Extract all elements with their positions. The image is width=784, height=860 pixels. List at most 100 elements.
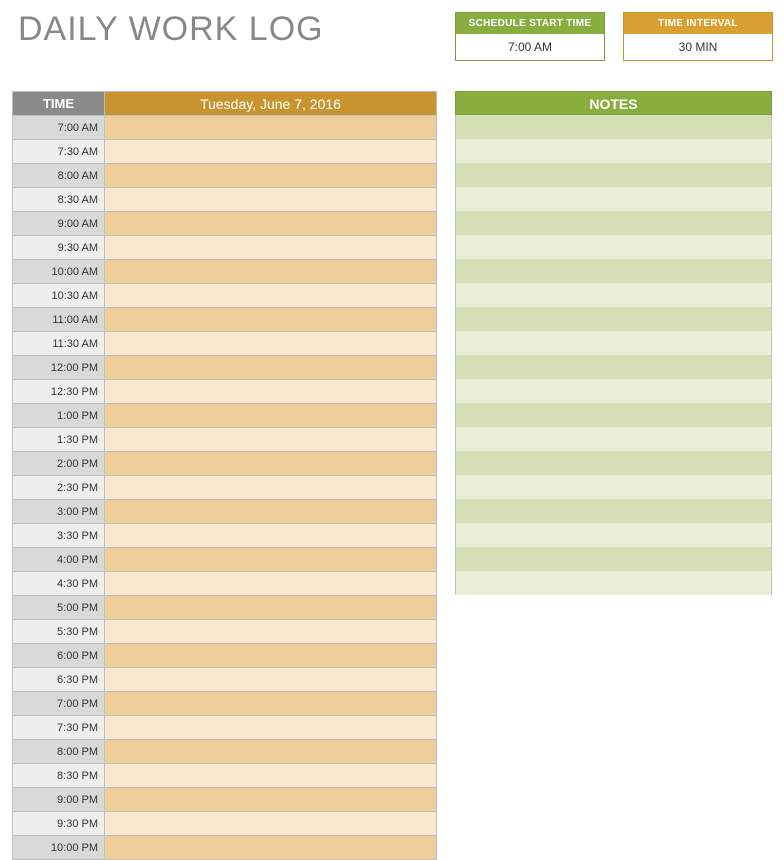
note-row[interactable] [456, 235, 771, 259]
schedule-row: 3:30 PM [13, 524, 437, 548]
time-cell: 8:00 PM [13, 740, 105, 764]
note-row[interactable] [456, 547, 771, 571]
note-row[interactable] [456, 115, 771, 139]
activity-cell[interactable] [105, 140, 437, 164]
note-row[interactable] [456, 307, 771, 331]
activity-cell[interactable] [105, 164, 437, 188]
time-cell: 10:00 PM [13, 836, 105, 860]
note-row[interactable] [456, 331, 771, 355]
activity-cell[interactable] [105, 740, 437, 764]
time-cell: 8:30 PM [13, 764, 105, 788]
activity-cell[interactable] [105, 260, 437, 284]
activity-cell[interactable] [105, 308, 437, 332]
activity-cell[interactable] [105, 188, 437, 212]
note-row[interactable] [456, 499, 771, 523]
activity-cell[interactable] [105, 476, 437, 500]
note-row[interactable] [456, 163, 771, 187]
note-row[interactable] [456, 259, 771, 283]
activity-cell[interactable] [105, 596, 437, 620]
schedule-row: 7:30 AM [13, 140, 437, 164]
note-row[interactable] [456, 355, 771, 379]
schedule-row: 7:00 AM [13, 116, 437, 140]
time-cell: 11:00 AM [13, 308, 105, 332]
activity-cell[interactable] [105, 524, 437, 548]
time-cell: 9:00 PM [13, 788, 105, 812]
time-cell: 2:30 PM [13, 476, 105, 500]
time-column-header: TIME [13, 92, 105, 116]
time-cell: 5:00 PM [13, 596, 105, 620]
time-cell: 5:30 PM [13, 620, 105, 644]
note-row[interactable] [456, 283, 771, 307]
activity-cell[interactable] [105, 116, 437, 140]
note-row[interactable] [456, 427, 771, 451]
time-cell: 1:00 PM [13, 404, 105, 428]
schedule-row: 5:30 PM [13, 620, 437, 644]
note-row[interactable] [456, 139, 771, 163]
activity-cell[interactable] [105, 836, 437, 860]
note-row[interactable] [456, 211, 771, 235]
schedule-table: TIME Tuesday, June 7, 2016 7:00 AM7:30 A… [12, 91, 437, 860]
time-interval-value[interactable]: 30 MIN [624, 34, 772, 60]
note-row[interactable] [456, 451, 771, 475]
schedule-row: 9:30 PM [13, 812, 437, 836]
note-row[interactable] [456, 403, 771, 427]
activity-cell[interactable] [105, 332, 437, 356]
schedule-row: 2:00 PM [13, 452, 437, 476]
activity-cell[interactable] [105, 716, 437, 740]
time-cell: 9:00 AM [13, 212, 105, 236]
notes-header: NOTES [455, 91, 772, 115]
schedule-row: 10:30 AM [13, 284, 437, 308]
activity-cell[interactable] [105, 572, 437, 596]
time-cell: 9:30 PM [13, 812, 105, 836]
note-row[interactable] [456, 379, 771, 403]
note-row[interactable] [456, 475, 771, 499]
schedule-start-time-value[interactable]: 7:00 AM [456, 34, 604, 60]
time-cell: 8:30 AM [13, 188, 105, 212]
schedule-row: 3:00 PM [13, 500, 437, 524]
schedule-row: 2:30 PM [13, 476, 437, 500]
activity-cell[interactable] [105, 380, 437, 404]
time-cell: 1:30 PM [13, 428, 105, 452]
activity-cell[interactable] [105, 356, 437, 380]
schedule-start-time-box: SCHEDULE START TIME 7:00 AM [455, 12, 605, 61]
activity-cell[interactable] [105, 620, 437, 644]
schedule-row: 4:30 PM [13, 572, 437, 596]
activity-cell[interactable] [105, 284, 437, 308]
time-cell: 6:00 PM [13, 644, 105, 668]
activity-cell[interactable] [105, 548, 437, 572]
activity-cell[interactable] [105, 236, 437, 260]
time-cell: 9:30 AM [13, 236, 105, 260]
schedule-row: 9:00 AM [13, 212, 437, 236]
note-row[interactable] [456, 571, 771, 595]
schedule-row: 11:30 AM [13, 332, 437, 356]
activity-cell[interactable] [105, 500, 437, 524]
schedule-row: 8:00 AM [13, 164, 437, 188]
time-cell: 7:00 AM [13, 116, 105, 140]
time-cell: 12:00 PM [13, 356, 105, 380]
schedule-start-time-label: SCHEDULE START TIME [456, 13, 604, 34]
time-cell: 7:00 PM [13, 692, 105, 716]
activity-cell[interactable] [105, 692, 437, 716]
activity-cell[interactable] [105, 812, 437, 836]
time-cell: 6:30 PM [13, 668, 105, 692]
time-interval-box: TIME INTERVAL 30 MIN [623, 12, 773, 61]
schedule-row: 7:00 PM [13, 692, 437, 716]
schedule-row: 4:00 PM [13, 548, 437, 572]
time-cell: 8:00 AM [13, 164, 105, 188]
activity-cell[interactable] [105, 788, 437, 812]
activity-cell[interactable] [105, 212, 437, 236]
time-cell: 4:30 PM [13, 572, 105, 596]
schedule-row: 6:00 PM [13, 644, 437, 668]
activity-cell[interactable] [105, 452, 437, 476]
activity-cell[interactable] [105, 644, 437, 668]
activity-cell[interactable] [105, 764, 437, 788]
note-row[interactable] [456, 523, 771, 547]
activity-cell[interactable] [105, 404, 437, 428]
note-row[interactable] [456, 187, 771, 211]
time-cell: 10:30 AM [13, 284, 105, 308]
activity-cell[interactable] [105, 428, 437, 452]
schedule-row: 12:30 PM [13, 380, 437, 404]
activity-cell[interactable] [105, 668, 437, 692]
time-cell: 3:00 PM [13, 500, 105, 524]
time-interval-label: TIME INTERVAL [624, 13, 772, 34]
